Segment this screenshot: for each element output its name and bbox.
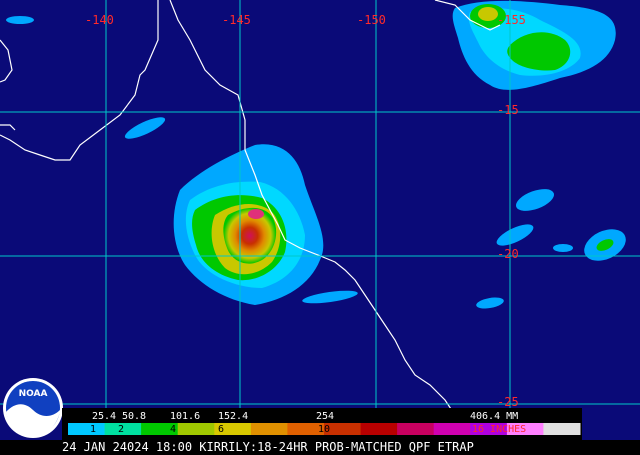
coastline: [0, 0, 501, 441]
legend-inch-label: 2: [118, 424, 124, 435]
caption-bar: 24 JAN 24024 18:00 KIRRILY:18-24HR PROB-…: [0, 440, 640, 455]
legend-swatch: [141, 423, 179, 435]
legend-swatch: [104, 423, 142, 435]
product-caption: 24 JAN 24024 18:00 KIRRILY:18-24HR PROB-…: [62, 440, 474, 454]
precipitation-field: [6, 0, 626, 309]
lon-label-140: -140: [85, 13, 114, 27]
rain-area-ne-3: [507, 32, 571, 71]
legend-inch-label: 1: [90, 424, 96, 435]
longitude-labels: -140 -145 -150 -155: [85, 13, 526, 27]
color-legend: 25.4 50.8 101.6 152.4 254 406.4 MM 1 2 4 6 10 16 I…: [62, 408, 582, 440]
lat-label-15: -15: [497, 103, 519, 117]
rain-area-core: [223, 207, 277, 264]
legend-color-bar: [68, 423, 581, 435]
legend-mm-tick: 254: [316, 411, 334, 422]
lon-label-150: -150: [357, 13, 386, 27]
latitude-labels: -15 -20 -25: [497, 103, 519, 409]
legend-swatch: [543, 423, 581, 435]
legend-swatch: [250, 423, 288, 435]
lat-label-20: -20: [497, 247, 519, 261]
noaa-logo-text: NOAA: [19, 389, 48, 399]
graticule: [0, 0, 640, 440]
legend-inch-label: 4: [170, 424, 176, 435]
lat-label-25: -25: [497, 395, 519, 409]
legend-swatch: [470, 423, 508, 435]
legend-swatch: [433, 423, 471, 435]
noaa-logo: NOAA: [3, 378, 63, 438]
legend-swatch: [397, 423, 435, 435]
lon-label-155: -155: [497, 13, 526, 27]
legend-swatch: [360, 423, 398, 435]
legend-swatch: [214, 423, 252, 435]
lon-label-145: -145: [222, 13, 251, 27]
legend-mm-tick: 152.4: [218, 411, 248, 422]
legend-swatch: [506, 423, 544, 435]
legend-mm-tick: 101.6: [170, 411, 200, 422]
legend-mm-tick: 406.4 MM: [470, 411, 518, 422]
legend-swatch: [68, 423, 106, 435]
legend-swatch: [287, 423, 325, 435]
rain-area-ne-5: [478, 7, 498, 21]
legend-swatch: [177, 423, 215, 435]
legend-mm-ticks: 25.4 50.8 101.6 152.4 254 406.4 MM: [92, 411, 518, 422]
legend-mm-tick: 25.4: [92, 411, 116, 422]
legend-mm-tick: 50.8: [122, 411, 146, 422]
legend-inch-labels: 1 2 4 6 10 16 INCHES: [90, 424, 526, 435]
legend-swatch: [324, 423, 362, 435]
legend-inch-label: 6: [218, 424, 224, 435]
rain-max: [248, 209, 264, 219]
legend-inch-label: 10: [318, 424, 330, 435]
legend-inch-label: 16 INCHES: [472, 424, 526, 435]
